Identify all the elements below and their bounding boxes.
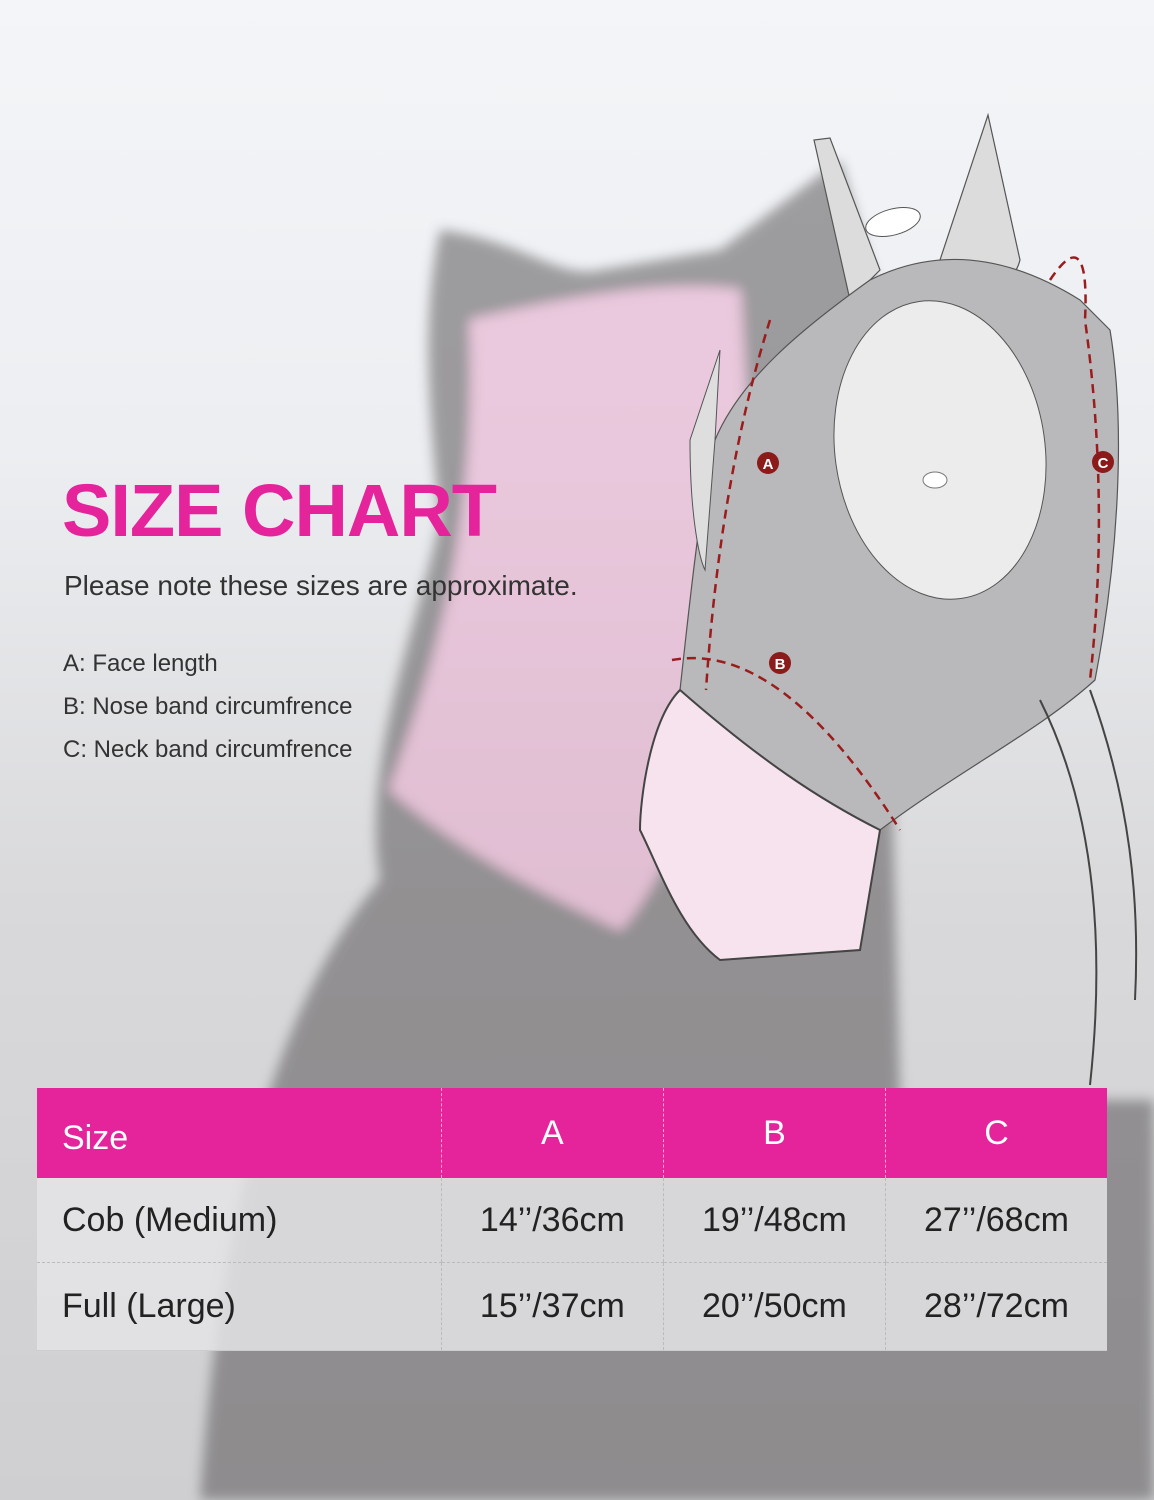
- svg-text:C: C: [1098, 455, 1109, 472]
- cell-a: 14’’/36cm: [440, 1178, 664, 1263]
- header-a: A: [440, 1088, 664, 1178]
- cell-size: Cob (Medium): [37, 1178, 442, 1263]
- size-table: Size A B C Cob (Medium) 14’’/36cm 19’’/4…: [37, 1088, 1107, 1351]
- header-size: Size: [37, 1088, 442, 1178]
- legend-item-a: A: Face length: [63, 650, 218, 677]
- cell-c: 27’’/68cm: [884, 1178, 1107, 1263]
- measurement-legend: A: Face length B: Nose band circumfrence…: [63, 642, 352, 771]
- marker-a: A: [757, 452, 779, 474]
- table-row: Cob (Medium) 14’’/36cm 19’’/48cm 27’’/68…: [37, 1178, 1107, 1263]
- table-header: Size A B C: [37, 1088, 1107, 1178]
- header-c: C: [884, 1088, 1107, 1178]
- header-b: B: [662, 1088, 886, 1178]
- marker-c: C: [1092, 451, 1114, 473]
- table-row: Full (Large) 15’’/37cm 20’’/50cm 28’’/72…: [37, 1262, 1107, 1351]
- fly-mask-diagram: A B C: [638, 112, 1138, 1086]
- svg-text:B: B: [775, 656, 786, 673]
- cell-b: 19’’/48cm: [662, 1178, 886, 1263]
- legend-item-c: C: Neck band circumfrence: [63, 736, 353, 763]
- cell-c: 28’’/72cm: [884, 1262, 1107, 1351]
- cell-size: Full (Large): [37, 1262, 442, 1351]
- legend-item-b: B: Nose band circumfrence: [63, 693, 353, 720]
- cell-b: 20’’/50cm: [662, 1262, 886, 1351]
- marker-b: B: [769, 652, 791, 674]
- svg-text:A: A: [763, 456, 774, 473]
- page-title: SIZE CHART: [62, 469, 497, 552]
- subtitle: Please note these sizes are approximate.: [64, 570, 578, 601]
- cell-a: 15’’/37cm: [440, 1262, 664, 1351]
